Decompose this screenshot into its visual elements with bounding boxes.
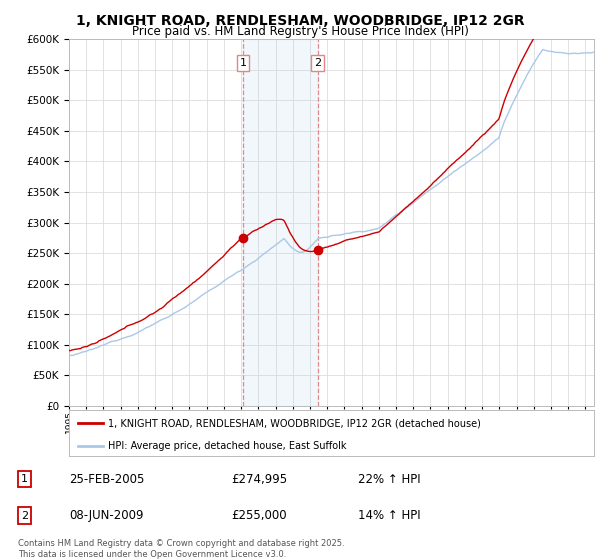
Text: 1, KNIGHT ROAD, RENDLESHAM, WOODBRIDGE, IP12 2GR: 1, KNIGHT ROAD, RENDLESHAM, WOODBRIDGE, … [76,14,524,28]
Text: 2: 2 [21,511,28,521]
Text: HPI: Average price, detached house, East Suffolk: HPI: Average price, detached house, East… [109,441,347,451]
Text: 1, KNIGHT ROAD, RENDLESHAM, WOODBRIDGE, IP12 2GR (detached house): 1, KNIGHT ROAD, RENDLESHAM, WOODBRIDGE, … [109,418,481,428]
Text: 14% ↑ HPI: 14% ↑ HPI [358,509,420,522]
Text: Contains HM Land Registry data © Crown copyright and database right 2025.
This d: Contains HM Land Registry data © Crown c… [18,539,344,559]
Text: 1: 1 [239,58,247,68]
Text: £274,995: £274,995 [231,473,287,486]
Text: 08-JUN-2009: 08-JUN-2009 [70,509,144,522]
Text: 1: 1 [21,474,28,484]
Text: 25-FEB-2005: 25-FEB-2005 [70,473,145,486]
Text: £255,000: £255,000 [231,509,287,522]
Text: 22% ↑ HPI: 22% ↑ HPI [358,473,420,486]
Bar [243,39,317,406]
Text: 2: 2 [314,58,321,68]
Text: Price paid vs. HM Land Registry's House Price Index (HPI): Price paid vs. HM Land Registry's House … [131,25,469,38]
